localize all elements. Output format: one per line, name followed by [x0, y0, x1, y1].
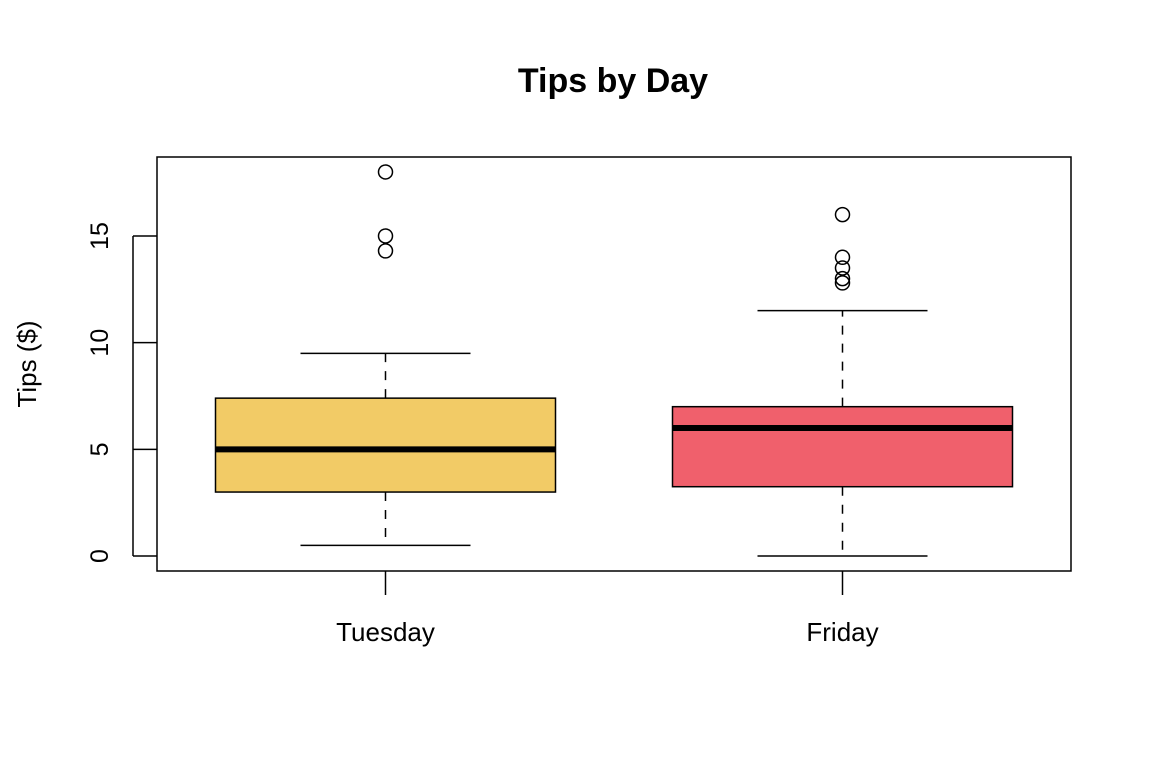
y-axis: 0 5 10 15: [86, 222, 157, 563]
y-tick-label: 15: [86, 222, 114, 250]
iqr-box: [214, 397, 557, 493]
outlier-point: [377, 228, 394, 244]
outlier-point: [834, 275, 851, 291]
box-group: [214, 164, 1014, 557]
plot-frame: [156, 156, 1072, 572]
x-tick-label: Friday: [806, 617, 878, 647]
box-tuesday: [214, 164, 557, 547]
x-axis: Tuesday Friday: [336, 571, 879, 647]
chart-title: Tips by Day: [518, 62, 708, 100]
outlier-point: [377, 164, 394, 180]
x-tick-label: Tuesday: [336, 617, 435, 647]
iqr-box: [671, 405, 1014, 488]
outlier-point: [834, 249, 851, 266]
box-friday: [671, 206, 1014, 557]
y-tick-label: 5: [86, 442, 114, 456]
outlier-point: [834, 270, 851, 287]
y-tick-label: 0: [86, 549, 114, 563]
outlier-point: [834, 206, 851, 223]
y-tick-label: 10: [86, 329, 114, 357]
outlier-point: [834, 260, 851, 276]
y-axis-label: Tips ($): [12, 320, 42, 407]
outlier-point: [377, 243, 394, 259]
